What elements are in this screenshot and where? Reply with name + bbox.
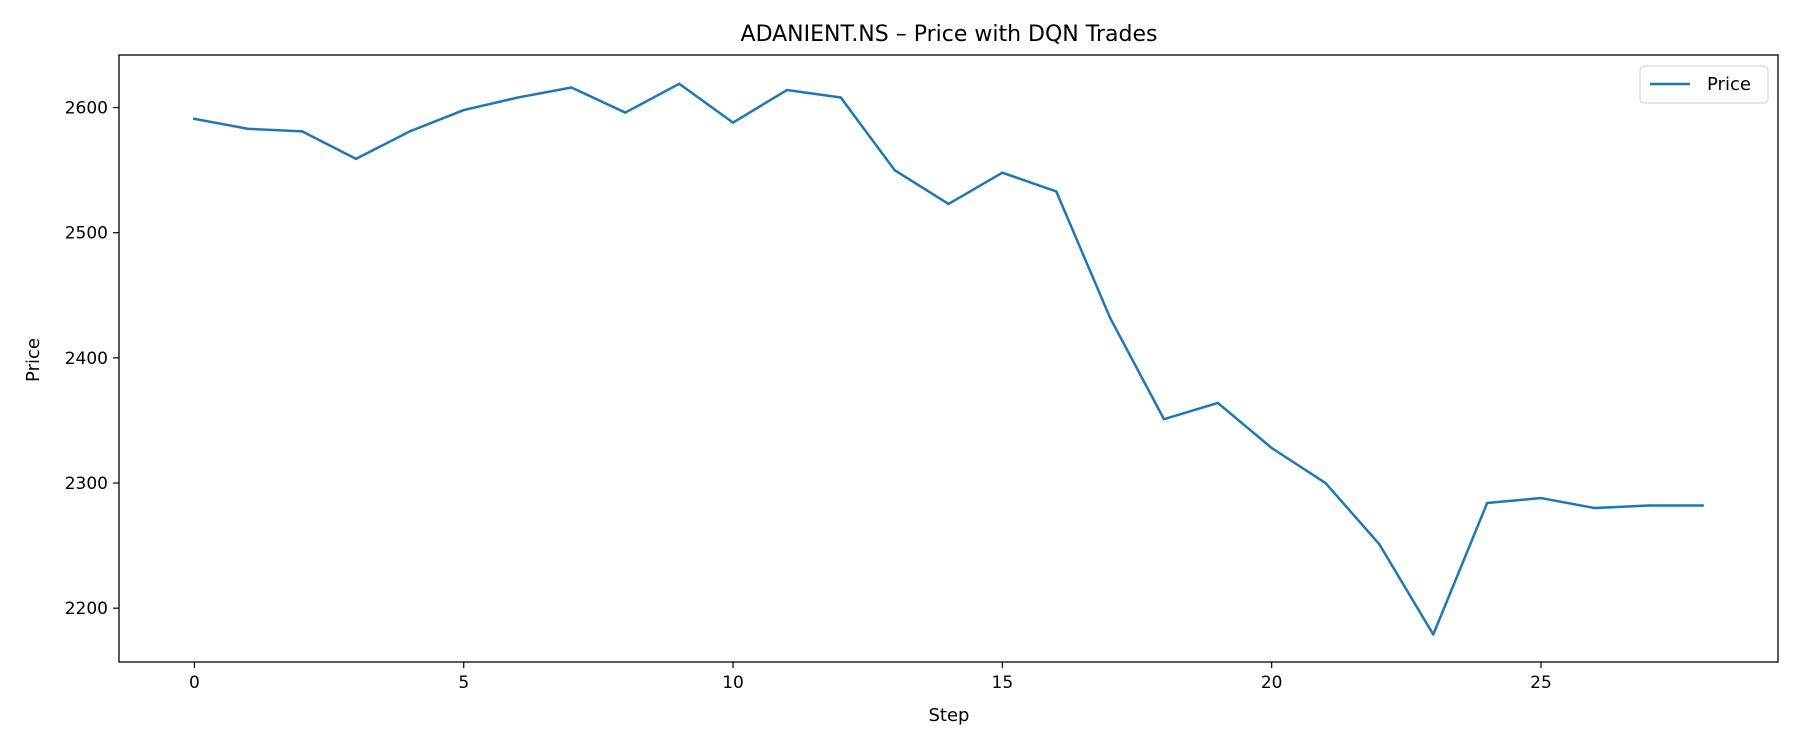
legend: Price xyxy=(1639,65,1769,104)
x-axis-label: Step xyxy=(929,705,970,726)
data-point xyxy=(300,130,304,133)
data-point xyxy=(785,88,789,92)
y-axis-ticks: 2200 2300 2400 2500 2600 xyxy=(65,99,119,619)
x-tick-label: 5 xyxy=(458,673,469,693)
x-axis-ticks: 0 5 10 15 20 25 xyxy=(189,662,1552,693)
x-tick-label: 15 xyxy=(992,673,1014,693)
y-tick-label: 2600 xyxy=(65,99,108,119)
y-tick-label: 2500 xyxy=(65,224,108,244)
data-point xyxy=(1378,543,1381,546)
data-point xyxy=(1701,504,1704,507)
data-point xyxy=(893,168,896,172)
data-point xyxy=(1324,481,1327,485)
y-tick-label: 2400 xyxy=(65,349,108,369)
chart-title: ADANIENT.NS – Price with DQN Trades xyxy=(741,22,1158,47)
data-point xyxy=(570,86,573,89)
data-point xyxy=(677,82,681,85)
y-tick-label: 2200 xyxy=(65,599,108,619)
legend-box xyxy=(1639,65,1769,104)
data-point xyxy=(1001,171,1004,174)
data-point xyxy=(1216,401,1220,405)
plot-area xyxy=(192,82,1704,636)
data-point xyxy=(516,96,519,99)
y-tick-label: 2300 xyxy=(65,474,108,494)
data-point xyxy=(1593,506,1597,510)
data-point xyxy=(1647,504,1650,507)
data-point xyxy=(1108,316,1112,320)
data-point xyxy=(354,157,358,161)
data-point xyxy=(193,117,196,121)
data-point xyxy=(839,96,842,99)
x-tick-label: 10 xyxy=(722,673,744,693)
data-point xyxy=(408,130,412,133)
plot-frame xyxy=(118,54,1779,663)
data-point xyxy=(624,111,627,114)
x-tick-label: 20 xyxy=(1261,673,1283,693)
data-point xyxy=(462,108,465,112)
data-point xyxy=(1270,446,1273,450)
data-point xyxy=(1162,418,1166,421)
data-point xyxy=(731,121,735,124)
x-tick-label: 0 xyxy=(189,673,200,693)
data-point xyxy=(1055,190,1058,193)
data-point xyxy=(1432,633,1435,636)
y-axis-label: Price xyxy=(23,338,44,382)
x-tick-label: 25 xyxy=(1530,673,1552,693)
data-point xyxy=(247,127,250,131)
data-point xyxy=(1485,501,1489,505)
data-point xyxy=(947,202,950,206)
data-point xyxy=(1539,496,1543,500)
legend-label-price: Price xyxy=(1707,74,1751,95)
